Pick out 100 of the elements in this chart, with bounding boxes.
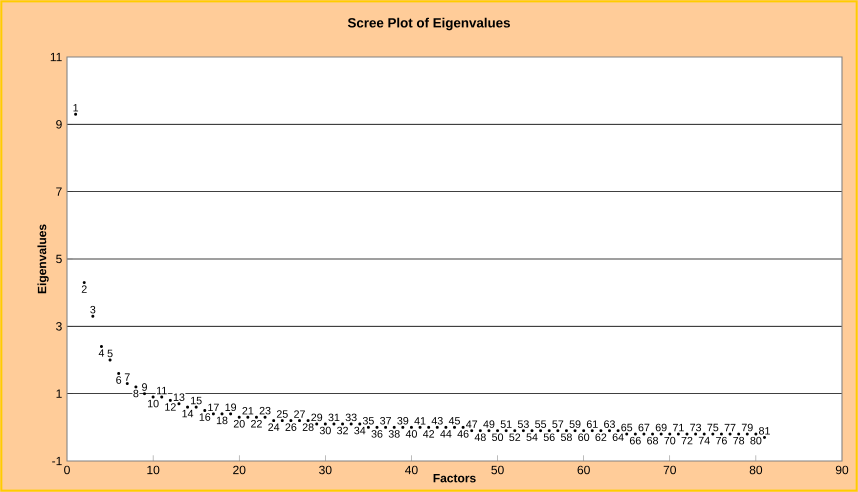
annotation: 17 (208, 404, 219, 412)
x-axis-title: Factors (434, 474, 476, 482)
x-tick-label: 70 (664, 466, 676, 474)
annotation: 56 (544, 433, 555, 442)
annotation: 44 (440, 430, 452, 438)
annotation: 65 (621, 424, 632, 432)
annotation: 81 (759, 427, 770, 435)
annotation: 72 (682, 436, 692, 444)
annotation: 16 (200, 413, 210, 421)
annotation: 69 (656, 424, 667, 432)
x-tick-label: 20 (233, 466, 246, 474)
annotation: 51 (500, 420, 512, 428)
annotation: 67 (638, 424, 650, 432)
x-tick-label: 60 (578, 466, 590, 474)
annotation: 46 (457, 430, 469, 438)
annotation: 26 (286, 423, 296, 431)
annotation: 75 (707, 424, 718, 432)
annotation: 23 (260, 406, 271, 414)
annotation: 49 (483, 420, 494, 428)
annotation: 12 (165, 403, 176, 411)
annotation: 7 (124, 373, 130, 381)
annotation: 34 (354, 426, 366, 434)
annotation: 14 (182, 410, 194, 418)
annotation: 68 (647, 436, 658, 444)
annotation: 64 (612, 433, 624, 442)
annotation: 4 (98, 349, 104, 357)
y-tick-label: 11 (50, 52, 62, 62)
annotation: 74 (698, 436, 710, 444)
annotation: 19 (226, 404, 236, 412)
annotation: 58 (560, 433, 572, 442)
annotation: 39 (397, 416, 408, 425)
annotation: 3 (90, 306, 96, 314)
y-tick-label: 7 (56, 188, 62, 196)
x-tick-label: 0 (64, 466, 70, 474)
annotation: 62 (595, 433, 606, 442)
y-tick-label: 5 (56, 254, 62, 264)
annotation: 13 (174, 393, 184, 401)
annotation: 33 (346, 414, 357, 422)
annotation: 21 (242, 406, 254, 414)
annotation: 5 (108, 350, 113, 358)
annotation: 30 (320, 426, 331, 434)
annotation: 52 (509, 433, 520, 442)
annotation: 25 (276, 410, 288, 418)
annotation: 36 (371, 430, 382, 438)
annotation: 18 (216, 416, 228, 424)
annotation: 50 (492, 433, 504, 442)
annotation: 48 (474, 433, 486, 442)
annotation: 59 (570, 420, 580, 428)
annotation: 24 (268, 423, 280, 431)
annotation: 1 (73, 104, 78, 112)
annotation: 54 (526, 433, 538, 441)
annotation: 11 (157, 386, 167, 394)
annotation: 70 (664, 436, 676, 444)
x-tick-label: 90 (836, 466, 848, 474)
annotation: 55 (535, 420, 546, 428)
annotation: 43 (432, 416, 443, 425)
y-tick-label: 1 (56, 390, 62, 398)
annotation: 29 (311, 414, 322, 422)
annotation: 31 (328, 414, 340, 422)
x-tick-label: 40 (405, 466, 418, 474)
annotation: 57 (552, 420, 564, 428)
annotation: 10 (148, 400, 159, 408)
annotation: 27 (294, 410, 305, 418)
annotation: 42 (422, 430, 434, 438)
annotation: 15 (191, 396, 202, 404)
annotation: 8 (133, 390, 138, 398)
annotation: 32 (337, 426, 348, 434)
annotation: 40 (406, 430, 417, 438)
y-tick-label: -1 (52, 456, 62, 466)
annotation: 35 (362, 416, 374, 425)
x-tick-label: 10 (147, 466, 160, 474)
annotation: 76 (716, 436, 727, 444)
annotation: 79 (742, 424, 753, 432)
annotation: 66 (630, 436, 641, 444)
y-tick-label: 3 (56, 322, 62, 331)
x-tick-label: 30 (319, 466, 332, 474)
annotation: 73 (690, 424, 702, 432)
y-tick-label: 9 (56, 120, 62, 129)
annotation: 38 (388, 430, 400, 438)
annotation: 6 (116, 376, 122, 384)
annotation: 22 (251, 420, 262, 428)
x-tick-label: 80 (750, 466, 762, 474)
annotation: 41 (414, 417, 426, 425)
annotation: 37 (380, 416, 392, 425)
y-axis-title: Eigenvalues (37, 224, 49, 294)
annotation: 61 (586, 420, 598, 428)
annotation: 53 (518, 420, 529, 428)
annotation: 77 (724, 424, 736, 432)
annotation: 9 (142, 383, 147, 391)
annotation: 78 (733, 436, 744, 444)
annotation: 80 (750, 436, 762, 444)
annotation: 60 (578, 433, 590, 442)
annotation: 2 (82, 285, 87, 293)
x-tick-label: 50 (491, 466, 504, 474)
annotation: 45 (448, 417, 460, 425)
annotation: 47 (466, 420, 478, 428)
annotation: 63 (604, 420, 615, 428)
annotation: 20 (234, 420, 245, 428)
annotation: 28 (302, 423, 314, 431)
chart-title: Scree Plot of Eigenvalues (348, 18, 510, 30)
